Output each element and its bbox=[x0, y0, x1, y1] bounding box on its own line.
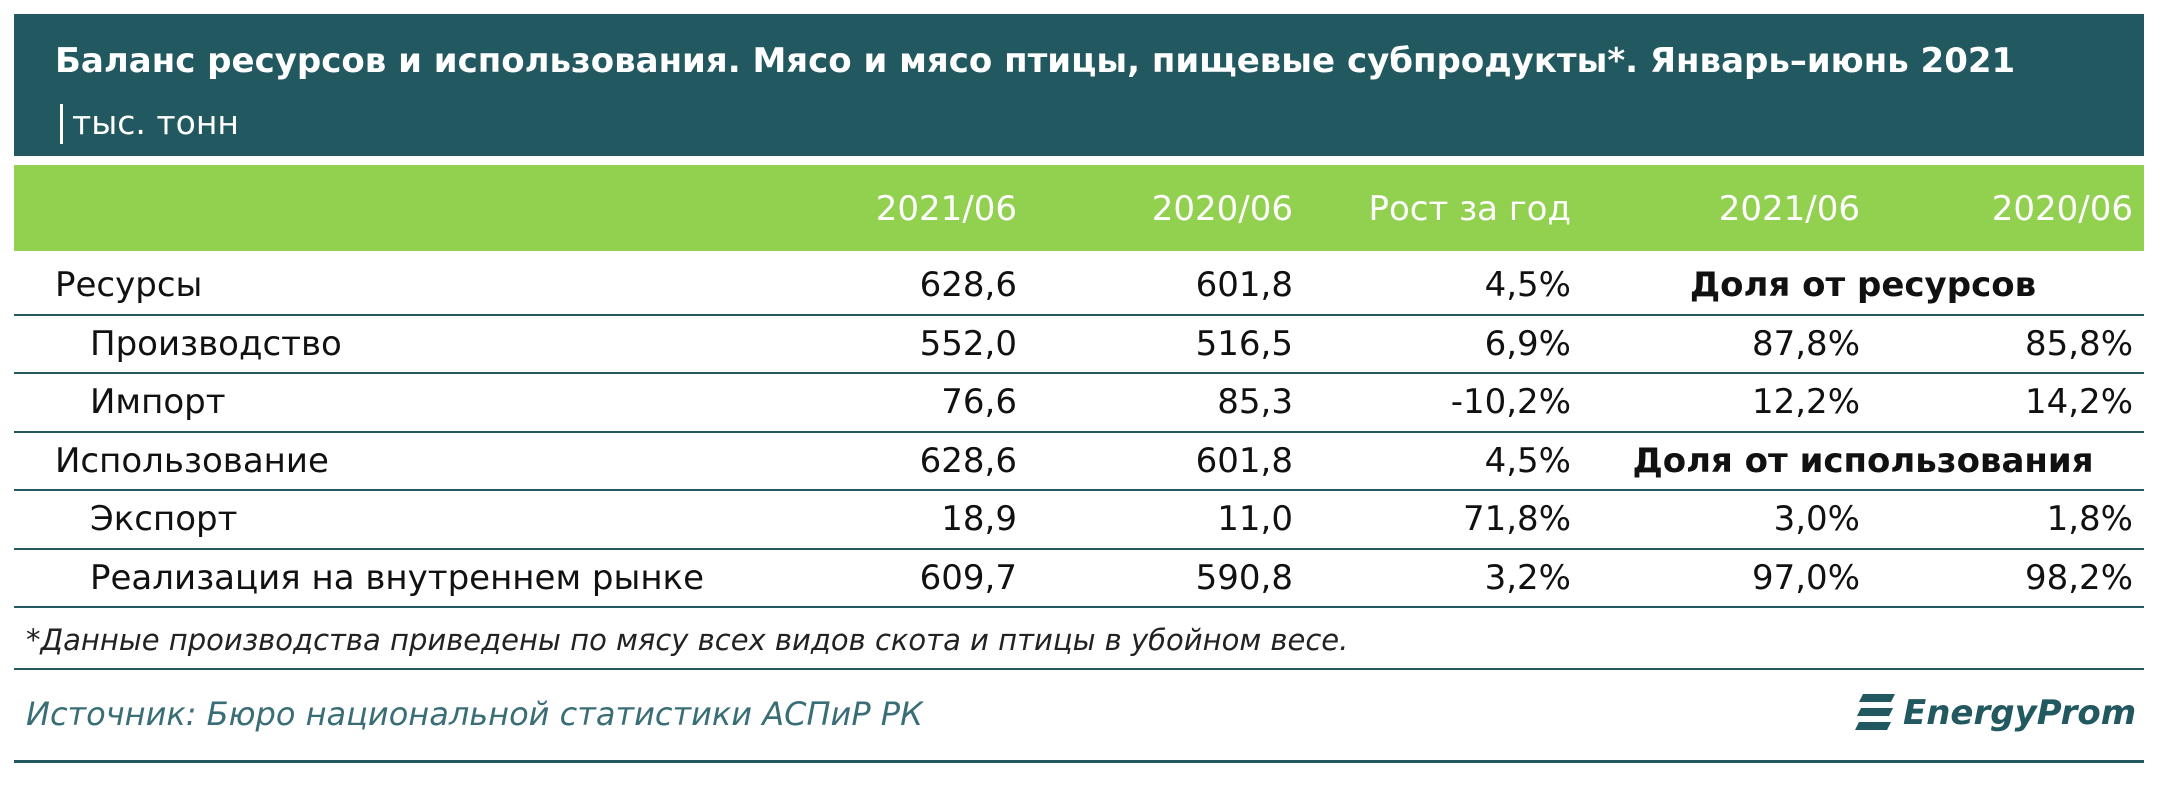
divider bbox=[14, 668, 2144, 670]
cell: 87,8% bbox=[1751, 323, 1860, 364]
cell: -10,2% bbox=[1450, 382, 1571, 423]
cell: 552,0 bbox=[919, 323, 1017, 364]
column-header: Рост за год bbox=[1368, 189, 1571, 229]
cell: 1,8% bbox=[2046, 499, 2133, 540]
column-header: 2020/06 bbox=[1991, 189, 2133, 229]
cell: 516,5 bbox=[1195, 323, 1293, 364]
row-divider bbox=[14, 489, 2144, 491]
divider bbox=[14, 760, 2144, 763]
cell: 601,8 bbox=[1195, 440, 1293, 481]
cell: 71,8% bbox=[1462, 499, 1571, 540]
source: Источник: Бюро национальной статистики А… bbox=[26, 695, 923, 733]
column-header: 2021/06 bbox=[875, 189, 1017, 229]
row-label: Реализация на внутреннем рынке bbox=[90, 557, 705, 598]
cell: 4,5% bbox=[1484, 265, 1571, 306]
title-bar bbox=[14, 14, 2144, 156]
row-label: Ресурсы bbox=[55, 265, 203, 306]
row-divider bbox=[14, 430, 2144, 433]
row-label: Производство bbox=[90, 323, 342, 364]
row-divider bbox=[14, 547, 2144, 550]
row-label: Импорт bbox=[90, 382, 226, 423]
cell: 85,8% bbox=[2024, 323, 2133, 364]
cell: 85,3 bbox=[1217, 382, 1293, 423]
cell: 628,6 bbox=[919, 265, 1017, 306]
row-divider bbox=[14, 606, 2144, 608]
row-label: Экспорт bbox=[90, 499, 238, 540]
cell: 97,0% bbox=[1751, 557, 1860, 598]
logo-icon bbox=[1855, 694, 1895, 730]
cell: 11,0 bbox=[1217, 499, 1293, 540]
cell: 3,0% bbox=[1773, 499, 1860, 540]
cell: 590,8 bbox=[1195, 557, 1293, 598]
column-header: 2021/06 bbox=[1718, 189, 1860, 229]
cell: 609,7 bbox=[919, 557, 1017, 598]
logo: EnergyProm bbox=[1903, 693, 2137, 733]
cell: 4,5% bbox=[1484, 440, 1571, 481]
row-label: Использование bbox=[55, 440, 329, 481]
share-label: Доля от ресурсов bbox=[1689, 265, 2037, 306]
cell: 6,9% bbox=[1484, 323, 1571, 364]
cell: 18,9 bbox=[941, 499, 1017, 540]
cell: 628,6 bbox=[919, 440, 1017, 481]
cell: 98,2% bbox=[2024, 557, 2133, 598]
cell: 12,2% bbox=[1751, 382, 1860, 423]
column-header: 2020/06 bbox=[1151, 189, 1293, 229]
cell: 76,6 bbox=[941, 382, 1017, 423]
cell: 14,2% bbox=[2024, 382, 2133, 423]
share-label: Доля от использования bbox=[1632, 440, 2094, 481]
row-divider bbox=[14, 313, 2144, 316]
unit: тыс. тонн bbox=[72, 103, 239, 142]
row-divider bbox=[14, 372, 2144, 374]
cell: 3,2% bbox=[1484, 557, 1571, 598]
title: Баланс ресурсов и использования. Мясо и … bbox=[55, 41, 2016, 81]
header-bar bbox=[14, 165, 2144, 251]
cell: 601,8 bbox=[1195, 265, 1293, 306]
unit-marker bbox=[60, 104, 63, 144]
footnote: *Данные производства приведены по мясу в… bbox=[26, 623, 1349, 657]
